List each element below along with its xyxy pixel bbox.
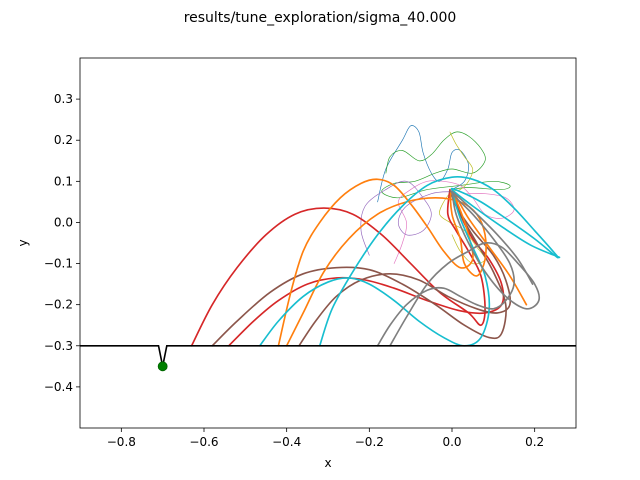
x-tick-label: 0.2 (525, 435, 544, 449)
x-tick-label: −0.2 (355, 435, 384, 449)
trajectory-line-4 (298, 190, 512, 347)
trajectory-line-5 (277, 178, 474, 347)
trajectory-line-7 (258, 190, 491, 347)
x-tick-label: −0.8 (107, 435, 136, 449)
y-tick-label: 0.1 (54, 174, 73, 188)
plot-area (80, 125, 576, 372)
y-axis-label: y (16, 239, 30, 246)
axes-frame (79, 57, 577, 429)
x-axis-label: x (324, 456, 331, 470)
trajectory-line-14 (393, 180, 515, 264)
x-axis: −0.8 −0.6 −0.4 −0.2 0.0 0.2 (107, 428, 544, 449)
y-tick-label: 0.2 (54, 133, 73, 147)
trajectory-line-12 (381, 131, 511, 199)
x-tick-label: −0.4 (272, 435, 301, 449)
y-tick-label: −0.4 (44, 380, 73, 394)
trajectory-line-1 (190, 188, 486, 347)
x-tick-label: 0.0 (442, 435, 461, 449)
y-axis: −0.4 −0.3 −0.2 −0.1 0.0 0.1 0.2 0.3 (44, 92, 80, 394)
y-tick-label: −0.2 (44, 298, 73, 312)
x-tick-label: −0.6 (189, 435, 218, 449)
y-tick-label: 0.0 (54, 215, 73, 229)
trajectory-line-6 (285, 190, 528, 347)
y-tick-label: −0.3 (44, 339, 73, 353)
trajectory-line-9 (376, 190, 534, 347)
ground-line (80, 344, 576, 367)
trajectory-line-15 (360, 180, 453, 256)
trajectory-line-8 (318, 175, 561, 347)
trajectory-line-11 (377, 125, 469, 203)
target-marker (157, 361, 168, 372)
chart-title: results/tune_exploration/sigma_40.000 (184, 10, 457, 26)
trajectory-line-10 (389, 190, 541, 347)
y-tick-label: 0.3 (54, 92, 73, 106)
y-tick-label: −0.1 (44, 257, 73, 271)
